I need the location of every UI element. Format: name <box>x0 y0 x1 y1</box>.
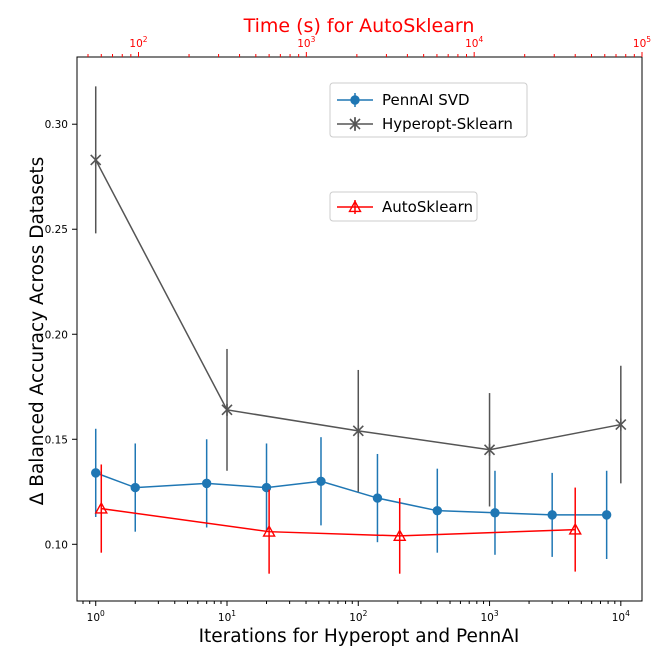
legend-label-hyperopt-sklearn: Hyperopt-Sklearn <box>382 115 513 133</box>
series-autosklearn <box>94 464 582 574</box>
pennai-svd-point <box>432 505 443 516</box>
hyperopt-sklearn-point <box>483 443 496 456</box>
y-axis-label: Δ Balanced Accuracy Across Datasets <box>27 157 48 506</box>
x-tick-label: 102 <box>349 609 367 624</box>
pennai-svd-point <box>201 478 212 489</box>
legend-secondary-box <box>329 191 478 222</box>
legend-marker-pennai-svd <box>350 95 360 105</box>
legend-symbol-hyperopt-sklearn <box>337 117 373 131</box>
y-tick-label: 0.10 <box>45 539 68 551</box>
top-tick-label: 105 <box>633 35 651 50</box>
y-tick-label: 0.25 <box>45 224 68 236</box>
y-tick-label: 0.15 <box>45 434 68 446</box>
legend-main-box <box>329 82 528 138</box>
hyperopt-sklearn-point <box>352 424 364 437</box>
x-tick-label: 103 <box>480 609 498 624</box>
hyperopt-sklearn-point <box>90 153 102 166</box>
pennai-svd-line <box>95 472 607 516</box>
top-tick-label: 103 <box>297 35 315 50</box>
autosklearn-point <box>568 522 582 535</box>
autosklearn-point <box>262 524 276 537</box>
legend-symbol-pennai-svd <box>337 93 373 107</box>
plot-frame <box>76 56 643 602</box>
top-tick-label: 104 <box>465 35 483 50</box>
y-tick-label: 0.20 <box>45 329 68 341</box>
series-pennai-svd <box>91 428 612 559</box>
pennai-svd-point <box>91 468 101 478</box>
pennai-svd-point <box>130 482 140 493</box>
pennai-svd-point <box>547 510 557 520</box>
legend-main: PennAI SVD Hyperopt-Sklearn <box>329 82 528 138</box>
x-axis-label: Iterations for Hyperopt and PennAI <box>199 626 520 647</box>
pennai-svd-point <box>601 510 612 520</box>
pennai-svd-point <box>261 482 272 493</box>
y-tick-label: 0.30 <box>45 119 68 131</box>
legend-symbol-autosklearn <box>337 200 373 214</box>
hyperopt-sklearn-point <box>615 418 627 431</box>
pennai-svd-point <box>490 508 500 518</box>
x-tick-label: 101 <box>218 609 236 624</box>
pennai-svd-point <box>372 493 383 503</box>
x-tick-label: 100 <box>87 609 105 624</box>
top-axis-title: Time (s) for AutoSklearn <box>243 15 475 37</box>
legend-marker-hyperopt-sklearn <box>349 118 361 130</box>
legend-label-autosklearn: AutoSklearn <box>382 198 473 216</box>
legend-marker-autosklearn <box>348 200 362 213</box>
pennai-svd-point <box>316 476 326 486</box>
hyperopt-sklearn-point <box>221 403 233 416</box>
autosklearn-point <box>393 528 407 541</box>
series-hyperopt-sklearn <box>90 86 627 507</box>
top-tick-label: 102 <box>129 35 147 50</box>
legend-secondary: AutoSklearn <box>329 191 478 222</box>
legend-label-pennai-svd: PennAI SVD <box>382 91 470 109</box>
autosklearn-point <box>94 501 108 514</box>
autosklearn-line <box>101 507 576 537</box>
x-tick-label: 104 <box>612 609 630 624</box>
